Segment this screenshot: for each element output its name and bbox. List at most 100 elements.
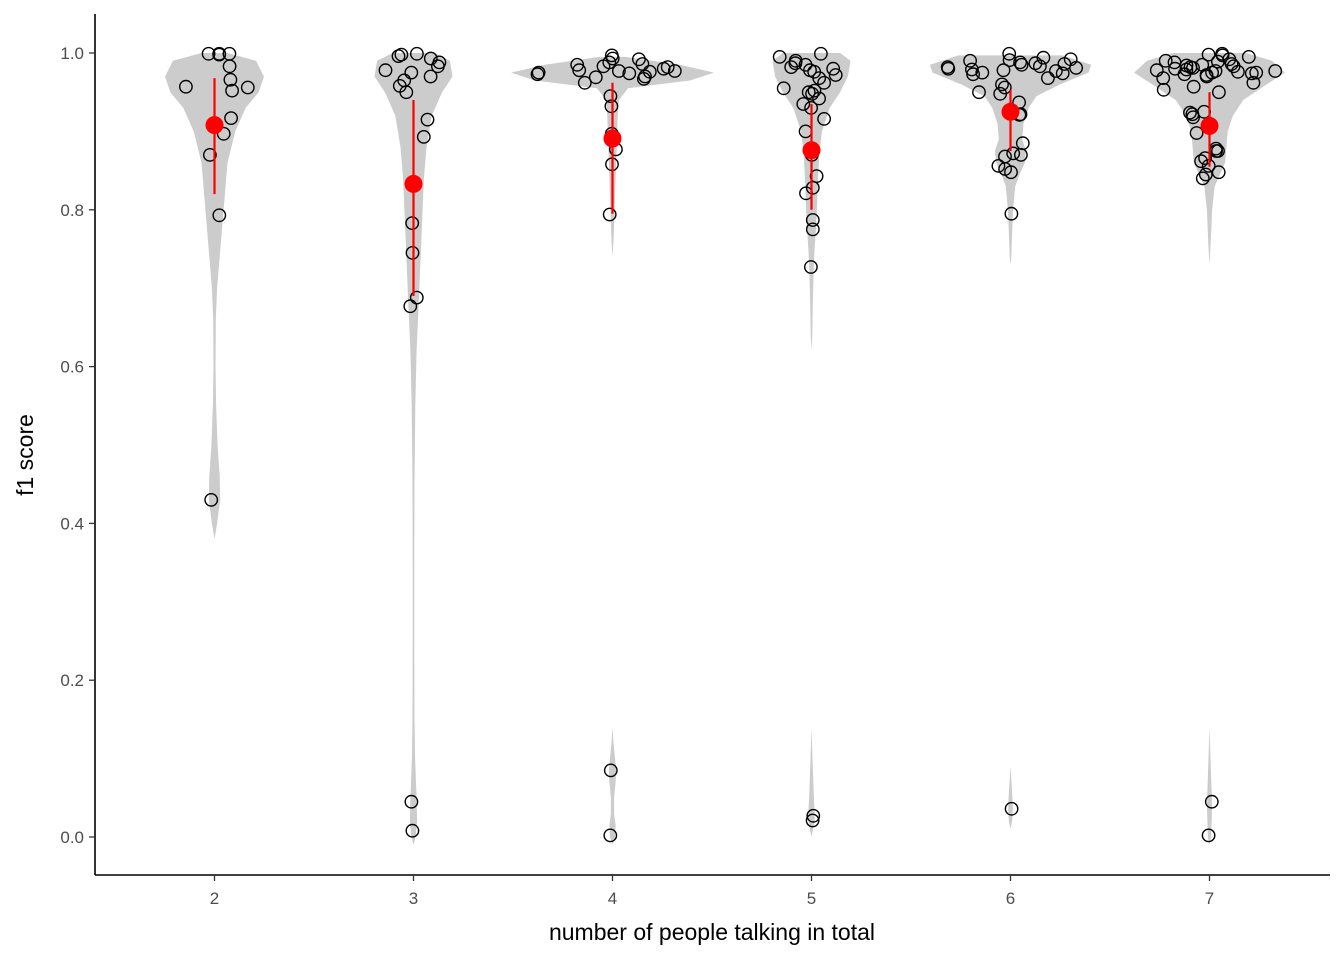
data-point: [805, 222, 820, 237]
x-tick-label: 4: [608, 889, 617, 908]
x-tick-label: 3: [409, 889, 418, 908]
data-point: [1212, 85, 1226, 100]
mean-point-7: [1200, 116, 1219, 135]
data-point: [1028, 56, 1043, 71]
data-point: [1041, 71, 1055, 86]
data-point: [637, 72, 651, 86]
data-point: [812, 91, 826, 106]
data-point: [224, 111, 239, 126]
point-layer: [178, 46, 1283, 843]
data-point: [1156, 82, 1171, 97]
data-point: [826, 61, 841, 76]
violin-shape-2: [165, 53, 264, 540]
data-point: [812, 71, 827, 86]
data-point: [416, 129, 431, 144]
data-point: [1158, 53, 1173, 68]
data-point: [1055, 66, 1070, 81]
data-point: [796, 97, 811, 111]
data-point: [1211, 54, 1225, 69]
data-point: [201, 46, 216, 61]
data-point: [1006, 146, 1021, 161]
data-point: [1268, 64, 1283, 78]
data-point: [405, 216, 420, 231]
data-point: [995, 77, 1009, 92]
mean-point-5: [802, 141, 821, 160]
data-point: [966, 67, 980, 82]
data-point: [941, 61, 956, 76]
violin-layer: [165, 53, 1285, 845]
data-point: [1201, 47, 1216, 62]
data-point: [1002, 46, 1017, 61]
mean-point-4: [603, 129, 622, 148]
data-point: [588, 70, 603, 85]
data-point: [805, 213, 820, 227]
data-point: [1198, 167, 1213, 182]
data-point: [577, 75, 592, 90]
data-point: [1246, 75, 1261, 90]
data-point: [1013, 55, 1027, 70]
data-point: [399, 85, 414, 100]
data-point: [378, 63, 393, 78]
data-point: [1231, 64, 1245, 79]
y-tick-label: 1.0: [60, 44, 84, 63]
data-point: [1244, 66, 1259, 81]
data-point: [216, 126, 231, 141]
data-point: [404, 794, 419, 809]
data-point: [772, 50, 787, 64]
data-point: [204, 492, 219, 507]
data-point: [222, 59, 237, 74]
data-point: [1049, 64, 1063, 78]
mean-point-3: [404, 174, 423, 193]
data-point: [403, 299, 418, 314]
x-tick-label: 6: [1006, 889, 1015, 908]
y-tick-label: 0.4: [60, 514, 84, 533]
data-point: [572, 63, 587, 78]
data-point: [1211, 165, 1226, 180]
data-point: [423, 69, 438, 84]
y-tick-label: 0.2: [60, 671, 84, 690]
data-point: [807, 83, 822, 98]
x-axis-title: number of people talking in total: [549, 919, 875, 945]
data-point: [605, 51, 620, 66]
data-point: [603, 89, 618, 104]
y-axis-title: f1 score: [12, 414, 38, 496]
data-point: [1204, 794, 1219, 809]
data-point: [1014, 147, 1028, 162]
data-point: [420, 112, 435, 127]
data-point: [240, 80, 255, 95]
data-point: [814, 46, 828, 61]
x-tick-label: 5: [807, 889, 816, 908]
data-point: [1241, 50, 1256, 64]
data-point: [805, 86, 819, 101]
y-tick-label: 0.8: [60, 201, 84, 220]
data-point: [596, 59, 611, 74]
data-point: [632, 52, 646, 67]
data-point: [1186, 110, 1201, 125]
data-point: [430, 59, 445, 74]
data-point: [622, 66, 637, 81]
data-point: [405, 823, 420, 838]
violin-shape-7: [1134, 53, 1285, 845]
data-point: [1014, 57, 1029, 72]
data-point: [975, 65, 990, 80]
data-point: [603, 828, 618, 843]
data-point: [667, 64, 682, 78]
data-point: [1004, 165, 1018, 180]
x-axis-ticks: 2 3 4 5 6 7: [210, 875, 1214, 908]
data-point: [602, 207, 617, 222]
data-point: [776, 81, 791, 96]
data-point: [805, 813, 820, 828]
data-point: [1186, 79, 1201, 94]
data-point: [996, 63, 1011, 78]
data-point: [178, 79, 193, 94]
data-point: [404, 65, 419, 80]
data-point: [1195, 171, 1210, 186]
data-point: [963, 53, 977, 68]
data-point: [530, 67, 545, 82]
data-point: [1033, 59, 1047, 74]
data-point: [972, 85, 986, 100]
y-tick-label: 0.0: [60, 828, 84, 847]
mean-point-6: [1001, 102, 1020, 121]
data-point: [804, 260, 818, 274]
data-point: [817, 75, 831, 90]
